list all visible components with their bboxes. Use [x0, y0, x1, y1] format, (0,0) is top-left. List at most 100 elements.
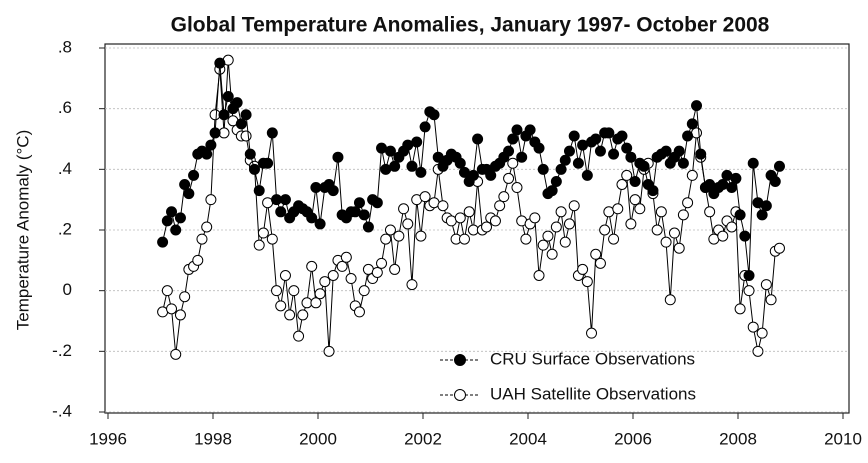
data-point: [625, 151, 637, 163]
data-point: [503, 145, 515, 157]
data-point: [411, 136, 423, 148]
data-point: [734, 209, 746, 221]
y-tick-label: .8: [58, 37, 72, 56]
data-point: [248, 163, 260, 175]
data-point: [664, 294, 676, 306]
data-point: [726, 221, 738, 233]
data-point: [437, 200, 449, 212]
data-point: [253, 239, 265, 251]
data-point: [634, 203, 646, 215]
data-point: [682, 130, 694, 142]
data-point: [481, 221, 493, 233]
x-tick-label: 1998: [194, 429, 232, 448]
data-point: [743, 285, 755, 297]
data-point: [371, 266, 383, 278]
data-point: [262, 157, 274, 169]
data-point: [257, 227, 269, 239]
data-point: [170, 348, 182, 360]
data-point: [179, 179, 191, 190]
data-point: [524, 124, 536, 136]
data-point: [660, 145, 672, 157]
x-tick-label: 2002: [404, 429, 442, 448]
data-point: [677, 209, 689, 221]
legend-label: UAH Satellite Observations: [490, 384, 696, 403]
data-point: [616, 179, 628, 190]
data-point: [629, 175, 641, 187]
data-point: [747, 321, 759, 333]
data-point: [616, 130, 628, 142]
data-point: [537, 163, 549, 175]
data-point: [599, 224, 611, 236]
data-point: [209, 127, 221, 139]
data-point: [310, 297, 322, 309]
data-point: [577, 263, 589, 275]
data-point: [371, 197, 383, 209]
data-point: [288, 285, 300, 297]
x-tick-label: 2004: [509, 429, 547, 448]
data-point: [695, 148, 707, 160]
data-point: [498, 191, 510, 203]
data-point: [472, 133, 484, 145]
data-point: [586, 327, 598, 339]
data-point: [393, 230, 405, 242]
y-tick-label: .4: [58, 159, 72, 178]
data-point: [511, 124, 523, 136]
data-point: [415, 230, 427, 242]
data-point: [773, 242, 785, 254]
data-point: [756, 209, 768, 221]
data-point: [489, 215, 501, 227]
data-point: [511, 182, 523, 194]
data-point: [406, 160, 418, 172]
data-point: [673, 242, 685, 254]
data-point: [306, 260, 318, 272]
y-tick-label: .6: [58, 98, 72, 117]
data-point: [428, 109, 440, 121]
data-point: [402, 218, 414, 230]
data-point: [760, 200, 772, 212]
data-point: [568, 130, 580, 142]
x-tick-label: 2008: [719, 429, 757, 448]
data-point: [739, 230, 751, 242]
data-point: [581, 169, 593, 181]
data-point: [704, 206, 716, 218]
y-tick-label: -.2: [52, 341, 72, 360]
data-point: [166, 303, 178, 315]
data-point: [516, 151, 528, 163]
data-point: [503, 172, 515, 184]
chart-title: Global Temperature Anomalies, January 19…: [171, 14, 770, 37]
data-point: [306, 212, 318, 224]
data-point: [590, 248, 602, 260]
data-point: [507, 133, 519, 145]
data-point: [327, 270, 339, 281]
data-point: [730, 172, 742, 184]
data-point: [205, 194, 217, 206]
data-point: [546, 185, 558, 197]
x-tick-label: 2006: [614, 429, 652, 448]
data-point: [419, 191, 431, 203]
data-point: [362, 221, 374, 233]
data-point: [314, 288, 326, 300]
x-tick-label: 2010: [824, 429, 862, 448]
data-point: [572, 157, 584, 169]
data-point: [752, 345, 764, 357]
legend-marker: [454, 389, 466, 401]
data-point: [520, 233, 532, 245]
data-point: [284, 309, 296, 321]
data-point: [201, 221, 213, 233]
data-point: [647, 185, 659, 197]
data-point: [625, 218, 637, 230]
data-point: [188, 169, 200, 181]
y-tick-label: .2: [58, 219, 72, 238]
data-point: [170, 224, 182, 236]
data-point: [266, 233, 278, 245]
data-point: [629, 194, 641, 206]
data-point: [376, 257, 388, 269]
data-point: [240, 109, 252, 121]
data-point: [297, 309, 309, 321]
data-point: [419, 121, 431, 133]
data-point: [546, 248, 558, 260]
data-point: [533, 142, 545, 154]
data-point: [205, 139, 217, 151]
data-point: [747, 157, 759, 169]
